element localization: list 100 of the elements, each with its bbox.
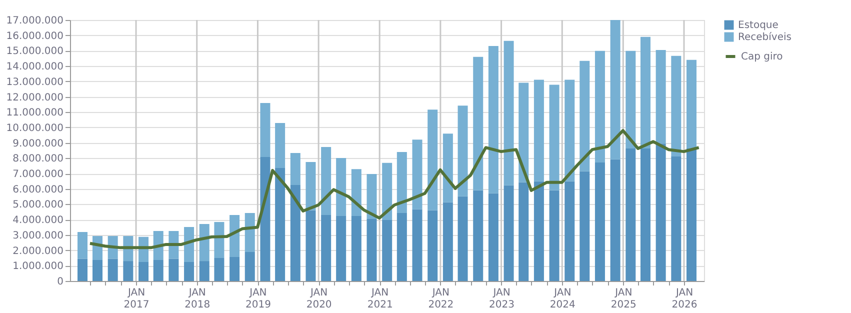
bar [396,152,407,213]
bar [184,262,194,281]
bar [564,181,575,281]
bar [442,202,453,281]
bar [580,171,590,281]
bar [290,152,300,186]
y-tick-label: 6.000.000 [12,184,64,196]
x-tick-label: JAN 2018 [184,288,210,310]
bar [382,220,392,281]
bar [504,40,514,186]
bar [382,162,392,220]
bar [260,103,270,157]
bar [534,181,544,281]
bar [549,190,560,281]
x-tick-label: JAN 2024 [550,288,576,310]
x-tick-label: JAN 2020 [306,288,332,310]
y-tick-label: 13.000.000 [6,76,64,88]
bar [366,174,377,219]
y-tick-label: 3.000.000 [12,230,64,242]
y-tick-label: 8.000.000 [12,154,64,165]
bar [275,123,286,168]
bar [306,210,316,281]
y-tick-label: 5.000.000 [12,200,64,211]
bar [640,148,650,281]
y-tick-label: 9.000.000 [12,138,64,150]
y-tick-label: 1.000.000 [12,261,64,272]
bar [351,216,362,281]
y-tick-label: 14.000.000 [6,62,64,73]
bar [306,162,316,210]
bar [594,162,605,281]
bar [671,56,682,156]
bar [92,260,103,281]
bar [656,144,666,281]
bar [549,84,560,190]
bar [199,224,210,262]
x-tick-label: JAN 2023 [489,288,515,310]
bar [534,80,544,182]
bar [123,261,134,281]
bar [428,210,438,281]
bar [518,182,529,281]
bar [686,148,696,281]
bar [473,190,484,281]
bar [412,140,422,210]
bar [458,106,468,196]
bar [78,258,88,281]
bar [504,185,514,281]
line-series [88,129,700,250]
bar [336,158,346,216]
bar [626,50,636,149]
legend-label: Recebíveis [738,32,792,43]
bar [230,257,240,281]
bar [244,252,255,281]
bar [260,156,270,281]
x-tick-label: JAN 2022 [428,288,454,310]
bar [686,60,696,149]
y-tick-label: 4.000.000 [12,215,64,226]
y-tick-label: 7.000.000 [12,169,64,180]
y-tick-label: 17.000.000 [6,16,64,26]
bar [168,258,179,281]
bar [366,218,377,281]
bar [214,258,224,281]
bar [321,146,332,215]
bar [518,82,529,182]
bar [214,222,224,258]
bar [488,46,498,194]
bar [580,60,590,172]
bar [640,36,650,149]
y-tick-label: 16.000.000 [6,30,64,42]
bar [396,212,407,281]
bar [458,196,468,281]
bar [153,260,164,281]
bar [138,262,149,281]
bar [428,110,438,210]
y-tick-label: 10.000.000 [6,122,64,134]
bar [594,50,605,162]
bar [351,169,362,216]
bar [610,20,620,160]
bar [626,148,636,281]
bar [108,258,118,281]
x-tick-label: JAN 2025 [610,288,636,310]
x-tick-label: JAN 2019 [245,288,271,310]
bar [656,50,666,144]
bar [184,226,194,262]
bar [336,216,346,281]
bar [275,168,286,281]
bar [610,159,620,281]
legend-label: Estoque [738,20,778,31]
x-tick-label: JAN 2021 [367,288,393,310]
x-tick-label: JAN 2017 [124,288,150,310]
bar [442,134,453,202]
x-tick-label: JAN 2026 [672,288,698,310]
y-tick-label: 11.000.000 [6,108,64,119]
legend-label: Cap giro [741,52,783,62]
y-tick-label: 12.000.000 [6,92,64,104]
bar [244,212,255,252]
y-tick-label: 15.000.000 [6,46,64,58]
bar [473,56,484,190]
bar [564,80,575,182]
bar [199,261,210,281]
bar [412,209,422,281]
